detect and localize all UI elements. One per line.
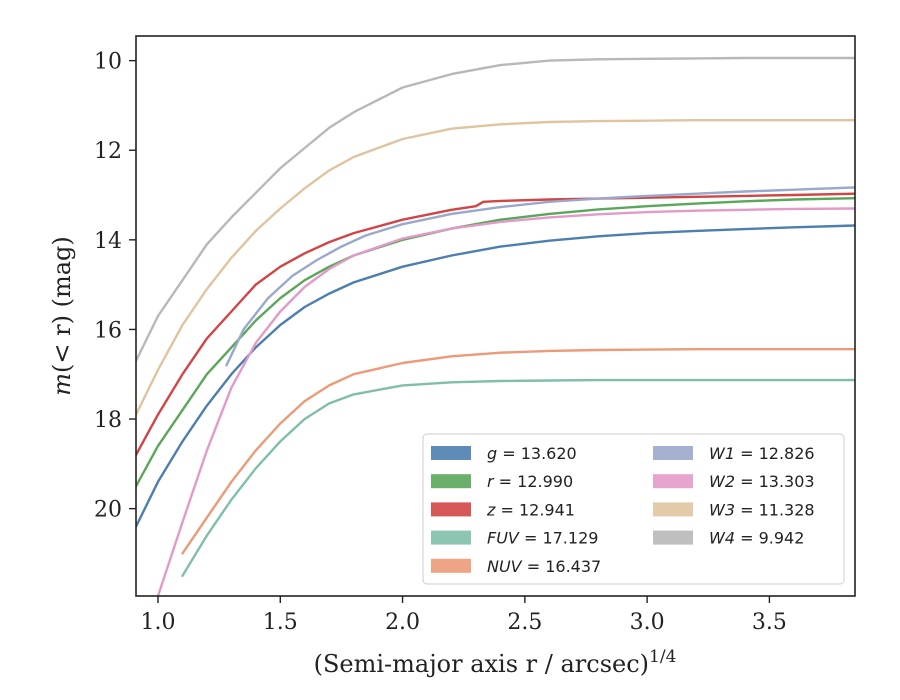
y-axis: 10 12 14 16 18 20 <box>94 50 136 523</box>
series-line-g <box>136 224 855 528</box>
legend-swatch-r <box>431 474 471 489</box>
series-line-w4 <box>136 56 855 362</box>
legend-entry-w3: W3 = 11.328 <box>709 500 815 519</box>
legend-entry-fuv: FUV = 17.129 <box>487 529 598 548</box>
legend-band-value: = 9.942 <box>735 529 804 548</box>
legend-band-name: r <box>487 472 495 491</box>
legend-swatch-w1 <box>653 446 693 460</box>
legend-band-name: z <box>486 500 496 519</box>
legend-entry-r: r = 12.990 <box>487 472 573 491</box>
y-tick-label: 14 <box>94 229 122 254</box>
legend-band-name: NUV <box>487 557 523 576</box>
x-tick-label: 3.5 <box>752 610 787 635</box>
legend-entry-g: g = 13.620 <box>487 444 577 463</box>
legend-entry-nuv: NUV = 16.437 <box>487 557 601 576</box>
legend-band-value: = 13.303 <box>735 472 815 491</box>
series-line-fuv <box>181 378 855 577</box>
x-tick-label: 3.0 <box>630 610 665 635</box>
x-axis-label-text: (Semi-major axis r / arcsec) <box>314 650 649 678</box>
x-axis-label: (Semi-major axis r / arcsec)1/4 <box>314 647 677 678</box>
y-tick-label: 18 <box>94 408 122 433</box>
series-line-w1 <box>225 186 855 367</box>
y-axis-label-symbol: m <box>48 373 76 396</box>
legend-band-value: = 12.941 <box>495 500 575 519</box>
series-line-w2 <box>156 207 855 596</box>
x-tick-label: 1.0 <box>141 610 176 635</box>
x-axis: 1.0 1.5 2.0 2.5 3.0 3.5 <box>141 596 787 635</box>
series-line-z <box>136 192 855 457</box>
legend-swatch-w2 <box>653 474 693 489</box>
y-tick-label: 16 <box>94 318 122 343</box>
series-line-w3 <box>136 119 855 416</box>
legend-entry-w1: W1 = 12.826 <box>709 444 815 463</box>
series-line-nuv <box>181 348 855 555</box>
legend-band-name: W2 <box>709 472 735 491</box>
legend-band-name: g <box>487 444 497 463</box>
legend-band-name: W3 <box>709 500 735 519</box>
legend-swatch-w4 <box>653 530 693 545</box>
legend-swatch-g <box>431 446 471 460</box>
series-layer <box>136 56 855 596</box>
legend-band-value: = 12.990 <box>494 472 574 491</box>
legend-entry-w4: W4 = 9.942 <box>709 529 804 548</box>
legend-band-value: = 16.437 <box>522 557 602 576</box>
y-tick-label: 12 <box>94 139 122 164</box>
y-axis-label-text: (< r) (mag) <box>48 236 76 373</box>
legend-band-name: FUV <box>487 529 520 548</box>
legend-band-value: = 11.328 <box>735 500 815 519</box>
legend-band-name: W4 <box>709 529 735 548</box>
legend-band-value: = 17.129 <box>519 529 599 548</box>
legend-band-name: W1 <box>709 444 735 463</box>
x-tick-label: 2.0 <box>385 610 420 635</box>
legend-band-value: = 12.826 <box>735 444 815 463</box>
x-tick-label: 1.5 <box>263 610 298 635</box>
y-tick-label: 20 <box>94 498 122 523</box>
legend-swatch-w3 <box>653 502 693 517</box>
plot-frame <box>135 35 856 597</box>
y-axis-label: m(< r) (mag) <box>48 236 76 396</box>
legend-frame <box>422 433 845 585</box>
legend-entry-w2: W2 = 13.303 <box>709 472 815 491</box>
legend-band-value: = 13.620 <box>497 444 577 463</box>
legend-swatch-z <box>431 502 471 517</box>
y-tick-label: 10 <box>94 50 122 75</box>
x-tick-label: 2.5 <box>507 610 542 635</box>
legend-swatch-nuv <box>431 558 471 573</box>
legend-entry-z: z = 12.941 <box>486 500 575 519</box>
x-axis-label-exponent: 1/4 <box>649 647 676 667</box>
legend-swatch-fuv <box>431 530 471 545</box>
